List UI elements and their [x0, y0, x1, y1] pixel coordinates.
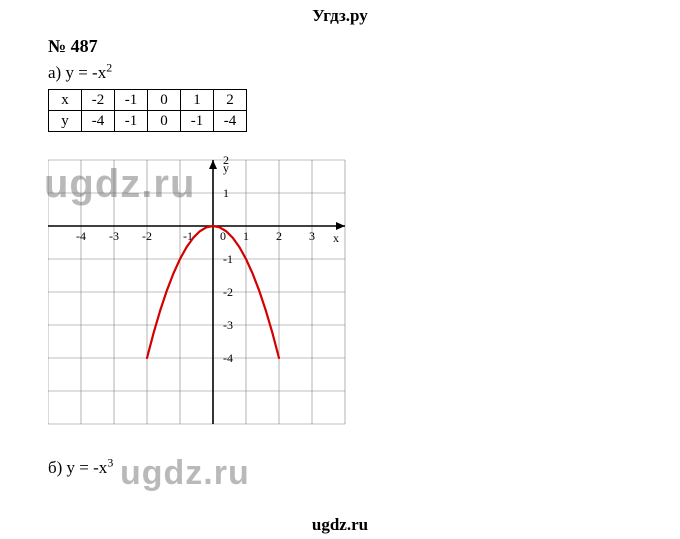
svg-text:-4: -4 — [76, 229, 86, 243]
svg-text:x: x — [333, 231, 339, 245]
table-cell: -1 — [115, 90, 148, 111]
svg-text:1: 1 — [223, 186, 229, 200]
table-cell: -1 — [181, 111, 214, 132]
svg-text:-3: -3 — [109, 229, 119, 243]
table-cell: 0 — [148, 90, 181, 111]
values-table: x -2 -1 0 1 2 y -4 -1 0 -1 -4 — [48, 89, 247, 132]
site-footer: ugdz.ru — [0, 515, 680, 535]
table-cell: -4 — [214, 111, 247, 132]
svg-text:1: 1 — [243, 229, 249, 243]
problem-number: № 487 — [48, 36, 632, 57]
svg-text:-3: -3 — [223, 318, 233, 332]
part-a-exp: 2 — [106, 60, 112, 74]
chart-svg: -4-3-2-10123x21-1-2-3-4y — [48, 142, 348, 442]
table-cell: -4 — [82, 111, 115, 132]
svg-text:-2: -2 — [142, 229, 152, 243]
table-row: x -2 -1 0 1 2 — [49, 90, 247, 111]
svg-text:-1: -1 — [223, 252, 233, 266]
table-cell: -2 — [82, 90, 115, 111]
table-cell: -1 — [115, 111, 148, 132]
chart-container: -4-3-2-10123x21-1-2-3-4y — [48, 142, 348, 442]
svg-text:2: 2 — [276, 229, 282, 243]
table-cell: 1 — [181, 90, 214, 111]
svg-text:3: 3 — [309, 229, 315, 243]
part-b-exp: 3 — [107, 455, 113, 469]
table-cell: 0 — [148, 111, 181, 132]
svg-text:y: y — [223, 161, 229, 175]
part-a-label: а) y = -x2 — [48, 63, 632, 83]
page-content: № 487 а) y = -x2 x -2 -1 0 1 2 y -4 -1 0… — [0, 26, 632, 478]
part-b-label: б) y = -x3 — [48, 458, 632, 478]
table-cell: y — [49, 111, 82, 132]
svg-text:-4: -4 — [223, 351, 233, 365]
table-row: y -4 -1 0 -1 -4 — [49, 111, 247, 132]
table-cell: 2 — [214, 90, 247, 111]
table-cell: x — [49, 90, 82, 111]
part-a-text: а) y = -x — [48, 63, 106, 82]
part-b-text: б) y = -x — [48, 458, 107, 477]
svg-text:-2: -2 — [223, 285, 233, 299]
site-header: Угдз.ру — [0, 0, 680, 26]
